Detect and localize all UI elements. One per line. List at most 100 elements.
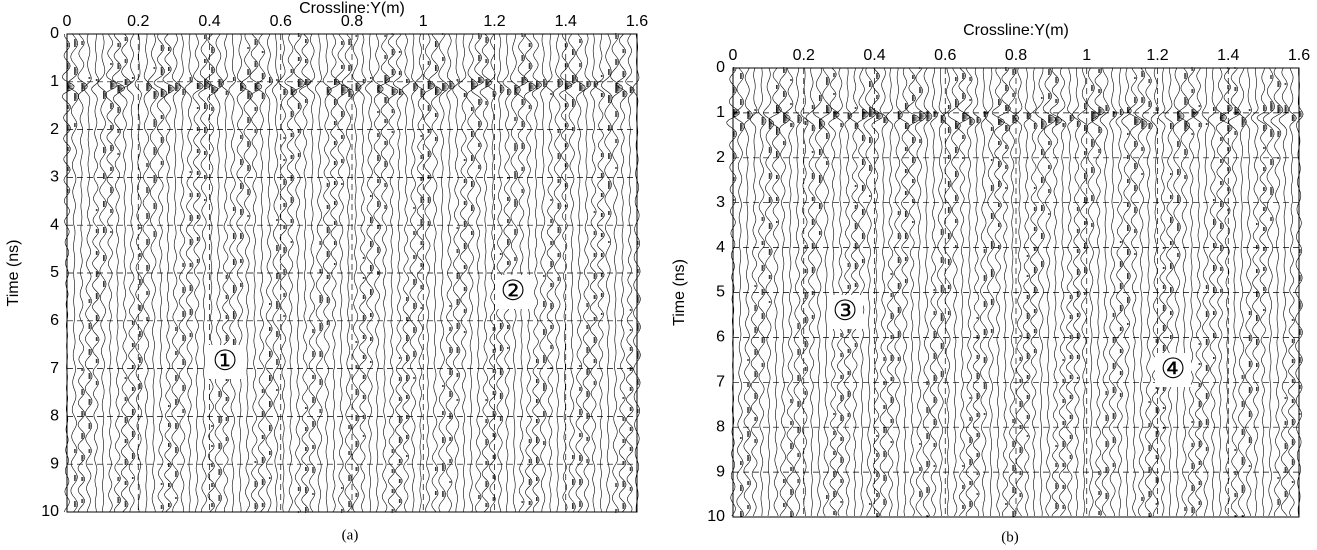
trace <box>377 33 391 513</box>
trace <box>800 67 809 517</box>
trace <box>1042 67 1056 517</box>
panel: 0 0.2 0.4 0.6 0.8 1 1.2 1.4 1.6 0 1 2 3 4 5 6 7 8 9 10 Cross… <box>671 22 1310 545</box>
trace-fill <box>1026 113 1032 437</box>
trace <box>1186 67 1198 517</box>
trace-fill <box>1033 123 1038 353</box>
trace-fill <box>1041 97 1047 267</box>
trace-fill <box>398 51 404 503</box>
trace-fill <box>333 79 340 265</box>
trace <box>784 67 795 517</box>
trace-fill <box>629 87 635 491</box>
trace <box>1128 67 1142 517</box>
trace <box>1228 67 1241 517</box>
annotation-bg <box>1155 353 1191 387</box>
x-tick-label: 0.6 <box>934 47 956 64</box>
trace <box>964 67 975 517</box>
trace <box>793 67 803 517</box>
trace <box>947 67 961 517</box>
y-tick-label: 5 <box>50 264 59 281</box>
trace <box>1193 67 1203 517</box>
x-tick-label: 1.6 <box>626 13 648 30</box>
trace-fill <box>572 49 578 509</box>
trace <box>1150 67 1160 516</box>
trace-fill <box>153 67 159 237</box>
trace <box>1256 67 1268 517</box>
trace-fill <box>1069 115 1075 459</box>
chart-title: Crossline:Y(m) <box>299 0 405 17</box>
trace-fill <box>1270 75 1275 221</box>
trace <box>240 33 253 513</box>
trace-fill <box>1177 111 1185 257</box>
trace <box>1115 67 1124 517</box>
trace <box>871 67 884 517</box>
trace <box>119 33 131 513</box>
trace-fill <box>1012 69 1019 517</box>
x-tick-label: 0.4 <box>198 13 220 30</box>
trace <box>221 33 230 513</box>
trace <box>849 67 859 517</box>
trace-fill <box>528 43 536 505</box>
trace-fill <box>67 43 75 193</box>
trace-fill <box>1191 67 1198 513</box>
trace-fill <box>434 41 442 495</box>
y-tick-label: 4 <box>50 216 59 233</box>
trace <box>1035 67 1047 517</box>
annotation-bg <box>827 295 863 329</box>
trace <box>812 67 826 517</box>
trace-fill <box>283 89 288 317</box>
x-tick-label: 0.2 <box>793 47 815 64</box>
trace <box>997 67 1011 517</box>
y-tick-label: 1 <box>716 104 725 121</box>
x-tick-label: 1.2 <box>483 13 505 30</box>
trace <box>856 67 869 517</box>
panel: 0 0.2 0.4 0.6 0.8 1 1.2 1.4 1.6 0 1 2 3 4 5 6 7 8 9 10 Cross… <box>5 0 648 543</box>
trace-fill <box>305 39 311 513</box>
trace <box>299 33 312 513</box>
trace-fill <box>1155 107 1160 505</box>
annotation-bg <box>495 275 531 309</box>
annotation: ① <box>212 344 237 377</box>
trace <box>1049 67 1063 517</box>
trace-fill <box>1277 81 1283 505</box>
trace <box>1022 67 1032 517</box>
trace <box>582 33 592 513</box>
y-tick-label: 5 <box>716 284 725 301</box>
trace-fill <box>1170 123 1174 339</box>
trace <box>479 33 492 513</box>
trace-fill <box>261 51 266 507</box>
trace <box>1201 67 1210 517</box>
trace <box>458 33 468 513</box>
trace <box>351 33 362 513</box>
trace <box>1176 67 1191 517</box>
trace-fill <box>131 77 136 479</box>
trace <box>898 67 910 517</box>
trace <box>979 67 989 517</box>
trace <box>1172 67 1185 517</box>
trace <box>1262 67 1275 517</box>
trace <box>863 67 877 517</box>
trace <box>1014 67 1024 517</box>
trace-fill <box>593 81 598 385</box>
trace <box>1158 67 1167 517</box>
trace <box>984 67 995 516</box>
trace <box>957 67 970 517</box>
trace-fill <box>124 37 131 507</box>
trace-fill <box>1048 69 1056 215</box>
trace <box>1134 67 1148 517</box>
y-tick-label: 1 <box>50 73 59 90</box>
trace-fill <box>586 81 591 463</box>
trace <box>1278 67 1290 517</box>
trace <box>1121 67 1132 517</box>
trace-fill <box>557 79 563 281</box>
trace-fill <box>1213 107 1217 359</box>
trace-fill <box>276 79 280 391</box>
trace <box>502 33 512 513</box>
trace <box>198 33 212 513</box>
trace-fill <box>81 41 88 503</box>
y-tick-label: 10 <box>41 503 59 520</box>
trace-fill <box>883 117 889 505</box>
trace-fill <box>254 39 262 509</box>
trace-fill <box>1119 109 1124 397</box>
trace-fill <box>175 83 181 499</box>
y-tick-label: 2 <box>716 149 725 166</box>
